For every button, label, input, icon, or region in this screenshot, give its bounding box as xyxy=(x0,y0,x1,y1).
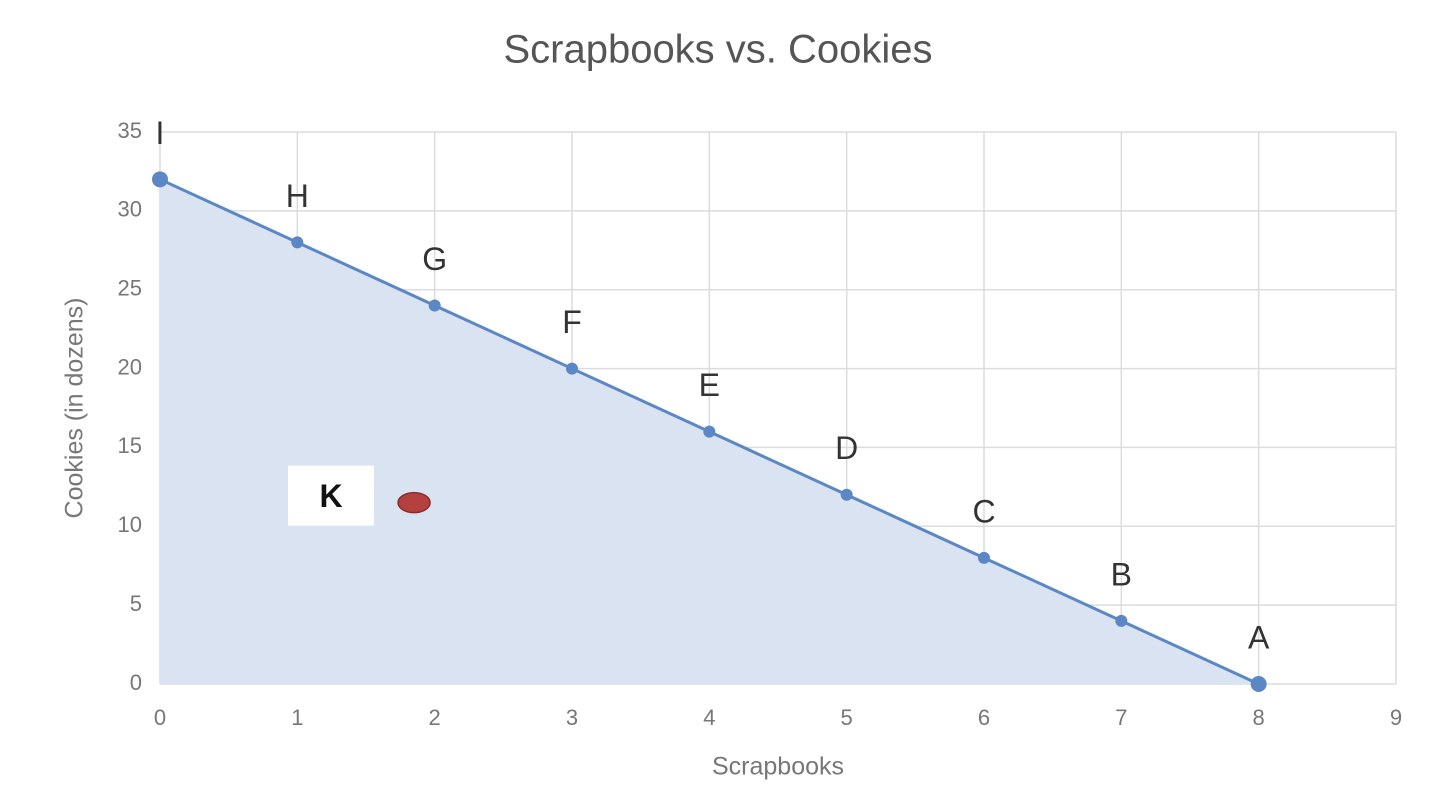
x-tick-label: 6 xyxy=(978,705,990,730)
data-point xyxy=(291,236,304,249)
y-tick-label: 25 xyxy=(118,276,142,301)
data-point xyxy=(1115,614,1128,627)
x-tick-label: 1 xyxy=(291,705,303,730)
y-tick-label: 15 xyxy=(118,433,142,458)
point-label: C xyxy=(972,493,995,529)
y-axis-title: Cookies (in dozens) xyxy=(61,298,89,519)
point-label: G xyxy=(422,241,447,277)
y-tick-label: 35 xyxy=(118,118,142,143)
x-tick-label: 0 xyxy=(154,705,166,730)
x-tick-label: 3 xyxy=(566,705,578,730)
point-label: H xyxy=(286,178,309,214)
data-point xyxy=(703,425,716,438)
x-tick-label: 7 xyxy=(1115,705,1127,730)
y-tick-label: 10 xyxy=(118,512,142,537)
mark-layer: I H G F E D C B A K xyxy=(152,115,1270,692)
data-point xyxy=(840,488,853,501)
label-box xyxy=(288,465,374,526)
x-tick-label: 8 xyxy=(1253,705,1265,730)
chart-title: Scrapbooks vs. Cookies xyxy=(503,28,932,72)
point-label: K xyxy=(319,478,342,514)
x-tick-label: 9 xyxy=(1390,705,1402,730)
y-tick-label: 0 xyxy=(130,670,142,695)
point-label: F xyxy=(562,304,582,340)
y-tick-label: 20 xyxy=(118,354,142,379)
point-label: A xyxy=(1248,619,1270,655)
point-label: B xyxy=(1111,556,1132,592)
highlight-point xyxy=(397,491,431,514)
data-point xyxy=(152,171,168,188)
point-label: I xyxy=(156,115,165,151)
x-tick-label: 2 xyxy=(429,705,441,730)
y-tick-label: 30 xyxy=(118,197,142,222)
x-axis-title: Scrapbooks xyxy=(712,753,844,781)
data-point xyxy=(1250,676,1267,692)
data-point xyxy=(978,551,990,564)
y-tick-label: 5 xyxy=(130,591,142,616)
x-tick-label: 4 xyxy=(703,705,715,730)
data-point xyxy=(566,362,578,375)
point-label: D xyxy=(835,430,858,466)
point-label: E xyxy=(699,367,720,403)
x-tick-label: 5 xyxy=(841,705,853,730)
data-point xyxy=(428,299,441,312)
